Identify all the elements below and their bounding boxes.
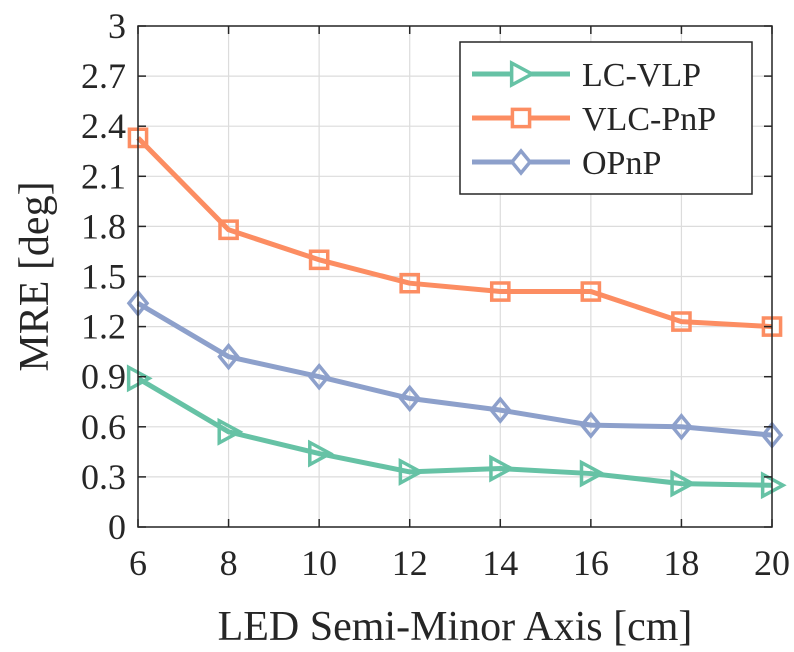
legend-marker-lc-vlp [509, 60, 536, 88]
series-markers [126, 127, 787, 500]
x-tick-label: 8 [220, 543, 238, 583]
legend-label-opnp: OPnP [582, 145, 661, 182]
series-line-vlc-pnp [136, 136, 773, 330]
data-point-vlc-pnp [489, 281, 511, 302]
y-tick-label: 2.1 [81, 156, 126, 196]
data-point-lc-vlp [126, 364, 153, 393]
y-axis-ticks: 0 0.3 0.6 0.9 1.2 1.5 1.8 2.1 2.4 2.7 3 [81, 6, 772, 547]
y-tick-label: 2.7 [81, 56, 126, 96]
data-point-opnp [398, 384, 421, 413]
x-axis-ticks: 6 8 10 12 14 16 18 20 [129, 26, 790, 583]
x-tick-label: 10 [301, 543, 337, 583]
legend-label-vlc-pnp: VLC-PnP [582, 101, 716, 138]
data-point-lc-vlp [308, 439, 334, 468]
x-tick-label: 18 [663, 543, 699, 583]
x-tick-label: 20 [754, 543, 790, 583]
data-point-lc-vlp [398, 457, 425, 486]
legend-marker-opnp [509, 148, 533, 176]
data-point-lc-vlp [489, 454, 515, 483]
y-tick-label: 0.6 [81, 407, 126, 447]
data-point-lc-vlp [217, 417, 244, 446]
data-point-lc-vlp [760, 471, 787, 500]
data-point-vlc-pnp [218, 219, 239, 241]
data-point-opnp [579, 411, 603, 439]
y-tick-label: 1.2 [81, 307, 126, 347]
x-axis-label: LED Semi-Minor Axis [cm] [218, 604, 693, 650]
data-point-vlc-pnp [671, 311, 692, 332]
legend-entry-vlc-pnp: VLC-PnP [472, 101, 716, 138]
y-tick-label: 0.3 [81, 457, 126, 497]
legend: LC-VLP VLC-PnP OPnP [459, 41, 753, 195]
x-tick-label: 6 [129, 543, 147, 583]
data-point-opnp [670, 413, 693, 441]
series-line-lc-vlp [136, 376, 773, 488]
legend-entry-lc-vlp: LC-VLP [472, 57, 701, 94]
legend-label-lc-vlp: LC-VLP [582, 57, 701, 94]
y-tick-label: 3 [108, 6, 126, 46]
data-point-vlc-pnp [127, 127, 149, 149]
y-tick-label: 0.9 [81, 357, 126, 397]
y-tick-label: 0 [108, 507, 126, 547]
x-tick-label: 16 [573, 543, 609, 583]
data-point-opnp [217, 342, 240, 371]
x-tick-label: 14 [482, 543, 518, 583]
legend-entry-opnp: OPnP [472, 145, 661, 182]
data-point-lc-vlp [579, 459, 606, 488]
data-point-vlc-pnp [308, 249, 330, 271]
y-tick-label: 1.5 [81, 257, 126, 297]
data-point-vlc-pnp [761, 316, 783, 337]
y-tick-label: 2.4 [81, 106, 126, 146]
y-axis-label: MRE [deg] [12, 181, 58, 371]
data-point-lc-vlp [670, 469, 697, 498]
y-tick-label: 1.8 [81, 206, 126, 246]
series-line-opnp [136, 301, 773, 438]
series-lines [136, 136, 773, 488]
legend-marker-vlc-pnp [510, 107, 532, 129]
data-point-opnp [489, 396, 512, 424]
x-tick-label: 12 [392, 543, 428, 583]
data-point-opnp [307, 362, 331, 391]
data-point-vlc-pnp [580, 281, 602, 302]
data-point-vlc-pnp [399, 272, 421, 294]
